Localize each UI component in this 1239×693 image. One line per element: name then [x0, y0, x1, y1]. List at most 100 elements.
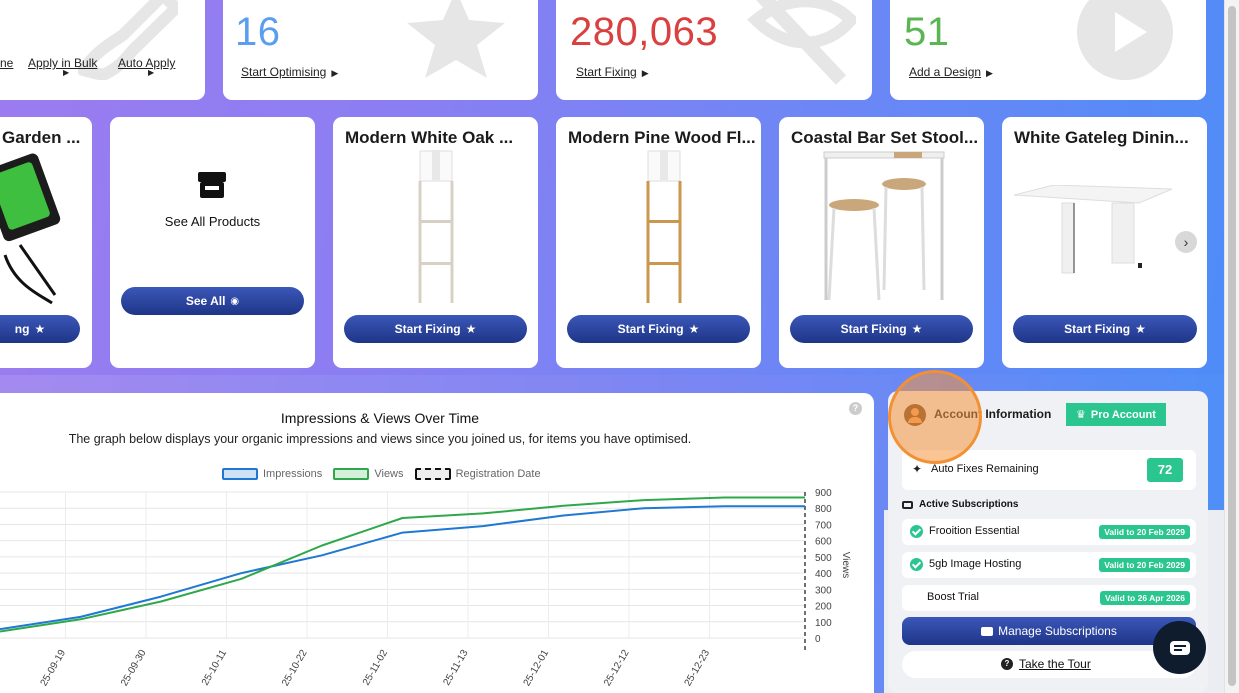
star-icon [407, 0, 505, 78]
chat-icon [1169, 640, 1190, 655]
product-image [418, 150, 454, 303]
sparkle-icon: ★ [688, 322, 700, 336]
product-card: Garden ... ng ★ [0, 117, 92, 368]
x-tick-label: 25-11-02 [361, 648, 390, 688]
apply-in-bulk-link[interactable]: Apply in Bulk [28, 56, 98, 70]
product-card: Modern White Oak ... Start Fixing ★ [333, 117, 538, 368]
y-tick-label: 800 [815, 504, 832, 515]
y-tick-label: 900 [815, 488, 832, 499]
x-tick-label: 25-12-12 [602, 648, 632, 689]
start-fixing-button[interactable]: Start Fixing ★ [1013, 315, 1197, 343]
design-stat-card: 51 Add a Design ▶ [890, 0, 1206, 100]
subscription-name: 5gb Image Hosting [929, 558, 1022, 570]
x-tick-label: 25-10-11 [200, 648, 229, 688]
product-image [1014, 185, 1173, 274]
sparkle-icon: ★ [1135, 322, 1146, 336]
carousel-next-button[interactable]: › [1175, 231, 1197, 253]
check-circle-icon [910, 558, 923, 571]
product-title: Modern Pine Wood Fl... [568, 128, 756, 147]
y-tick-label: 500 [815, 553, 832, 564]
start-optimising-link[interactable]: Start Optimising ▶ [241, 65, 339, 79]
start-fixing-button[interactable]: Start Fixing ★ [567, 315, 750, 343]
product-card: White Gateleg Dinin... › Start Fixing ★ [1002, 117, 1207, 368]
optimise-count: 16 [235, 10, 281, 54]
product-card: Coastal Bar Set Stool... Start Fixing ★ [779, 117, 984, 368]
chart-subtitle: The graph below displays your organic im… [68, 432, 692, 446]
chart-title: Impressions & Views Over Time [280, 410, 480, 426]
product-title: Garden ... [2, 128, 81, 147]
x-tick-label: 25-10-22 [280, 648, 310, 689]
product-title: Coastal Bar Set Stool... [791, 128, 979, 147]
arrow-right-icon: ▶ [331, 68, 339, 78]
line-chart: 0 100 200 300 400 500 600 700 800 900 25-09-19 25-0… [0, 488, 851, 689]
legend-impressions: Impressions [263, 468, 323, 480]
y-tick-label: 0 [815, 634, 821, 645]
series-line-views [0, 496, 805, 633]
fixing-count: 280,063 [570, 10, 719, 54]
subscription-row: 5gb Image Hosting Valid to 20 Feb 2029 [902, 552, 1196, 578]
sparkle-icon: ★ [465, 322, 477, 336]
eye-icon: ◉ [230, 295, 240, 307]
help-circle-icon: ? [1001, 658, 1013, 670]
product-card: Modern Pine Wood Fl... Start Fixing ★ [556, 117, 761, 368]
subscription-name: Frooition Essential [929, 525, 1020, 537]
take-tour-link[interactable]: Take the Tour [1019, 657, 1091, 671]
y-tick-label: 700 [815, 520, 832, 531]
chat-button[interactable] [1153, 621, 1206, 674]
product-title: Modern White Oak ... [345, 128, 514, 147]
sparkle-icon: ★ [911, 322, 923, 336]
legend-swatch-registration [414, 468, 451, 481]
partial-link[interactable]: ne [0, 56, 14, 70]
start-fixing-button[interactable]: ng ★ [0, 315, 80, 343]
series-line-impressions [0, 505, 805, 631]
arrow-right-icon: ▶ [641, 68, 649, 78]
auto-fixes-label: Auto Fixes Remaining [931, 463, 1039, 475]
arrow-right-icon: ▶ [986, 68, 993, 78]
tour-highlight-circle[interactable] [888, 370, 982, 464]
add-design-link[interactable]: Add a Design ▶ [909, 65, 993, 79]
y-tick-label: 100 [815, 618, 832, 629]
subscription-validity: Valid to 20 Feb 2029 [1099, 525, 1190, 539]
x-tick-label: 25-12-23 [683, 648, 713, 689]
see-all-card: See All Products See All ◉ [110, 117, 315, 368]
impressions-chart-card: ? Impressions & Views Over Time The grap… [0, 393, 874, 693]
optimise-stat-card: 16 Start Optimising ▶ [223, 0, 538, 100]
x-tick-label: 25-09-19 [39, 648, 69, 689]
product-image [646, 150, 682, 303]
hidden-icon [747, 0, 856, 85]
y-tick-label: 200 [815, 602, 832, 613]
magic-wand-icon: ✦ [912, 462, 923, 476]
legend-registration: Registration Date [455, 468, 541, 480]
start-fixing-button[interactable]: Start Fixing ★ [790, 315, 973, 343]
card-icon [981, 626, 994, 636]
chart-legend: Impressions Views Registration Date [222, 468, 541, 481]
design-count: 51 [904, 10, 950, 54]
auto-apply-link[interactable]: Auto Apply [118, 56, 176, 70]
crown-icon: ♛ [1076, 409, 1086, 421]
subscription-validity: Valid to 26 Apr 2026 [1100, 591, 1190, 605]
see-all-button[interactable]: See All ◉ [121, 287, 304, 315]
sparkle-icon: ★ [34, 322, 46, 336]
card-icon [902, 501, 913, 509]
arrow-right-icon: ▶ [63, 68, 70, 77]
take-tour-row[interactable]: ? Take the Tour [902, 651, 1196, 678]
y-tick-label: 300 [815, 585, 832, 596]
subscription-row: Frooition Essential Valid to 20 Feb 2029 [902, 519, 1196, 545]
page-scrollbar[interactable] [1224, 0, 1239, 693]
x-tick-label: 25-12-01 [522, 648, 552, 689]
see-all-label: See All Products [164, 214, 261, 229]
product-title: White Gateleg Dinin... [1014, 128, 1189, 147]
apply-card: ne Apply in Bulk ▶ Auto Apply ▶ [0, 0, 205, 100]
fixing-stat-card: 280,063 Start Fixing ▶ [556, 0, 872, 100]
start-fixing-link[interactable]: Start Fixing ▶ [576, 65, 649, 79]
legend-swatch-impressions [222, 468, 258, 481]
y-axis-label: Views [840, 552, 851, 579]
pro-account-badge: ♛ Pro Account [1066, 403, 1166, 426]
help-icon[interactable]: ? [849, 402, 862, 415]
product-image [823, 151, 945, 301]
x-tick-label: 25-11-13 [441, 648, 470, 688]
manage-subscriptions-button[interactable]: Manage Subscriptions [902, 617, 1196, 645]
start-fixing-button[interactable]: Start Fixing ★ [344, 315, 527, 343]
auto-fixes-value: 72 [1147, 458, 1183, 482]
subscription-validity: Valid to 20 Feb 2029 [1099, 558, 1190, 572]
